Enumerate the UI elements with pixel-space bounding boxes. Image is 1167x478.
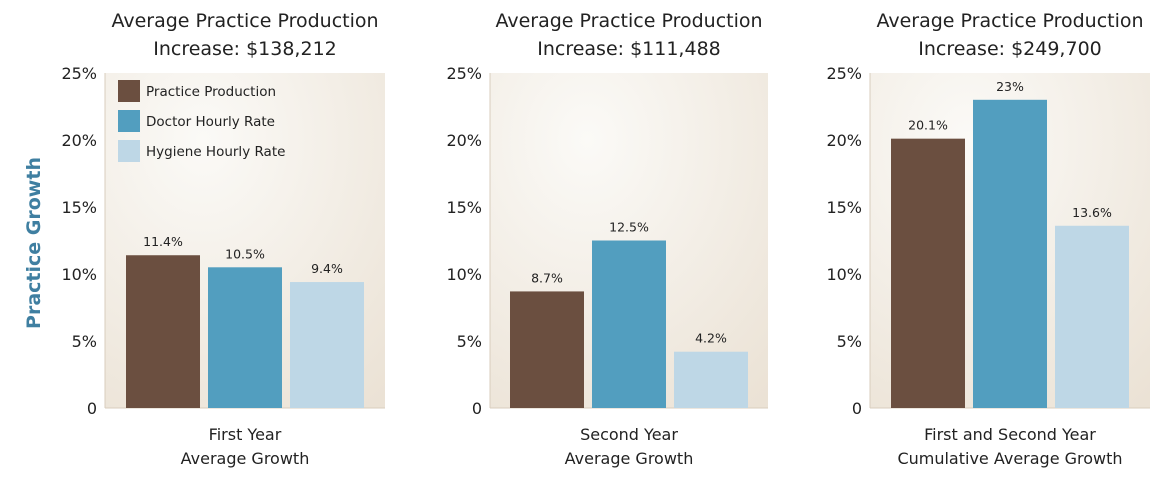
data-label: 13.6% <box>1072 205 1112 220</box>
x-category-label-line-2: Average Growth <box>181 449 310 468</box>
x-category-label-line-1: Second Year <box>580 425 678 444</box>
bar-hygiene-hourly-rate <box>290 282 364 408</box>
y-tick-label: 10% <box>446 265 482 284</box>
legend: Practice Production Doctor Hourly Rate Hyg… <box>118 80 285 162</box>
chart-title-line-1: Average Practice Production <box>111 10 378 32</box>
legend-label: Doctor Hourly Rate <box>146 114 275 130</box>
y-axis-label: Practice Growth <box>23 157 45 329</box>
x-category-label-line-2: Average Growth <box>565 449 694 468</box>
y-tick-label: 25% <box>446 64 482 83</box>
y-tick-label: 25% <box>61 64 97 83</box>
legend-label: Practice Production <box>146 84 276 100</box>
data-label: 10.5% <box>225 246 265 261</box>
chart-title-line-2: Increase: $138,212 <box>153 38 337 60</box>
chart-title-line-2: Increase: $249,700 <box>918 38 1102 60</box>
y-tick-label: 10% <box>61 265 97 284</box>
legend-label: Hygiene Hourly Rate <box>146 144 285 160</box>
x-category-label-line-1: First Year <box>209 425 282 444</box>
data-label: 23% <box>996 79 1024 94</box>
data-label: 4.2% <box>695 331 727 346</box>
bar-hygiene-hourly-rate <box>674 351 748 408</box>
chart-title-line-1: Average Practice Production <box>876 10 1143 32</box>
y-tick-label: 15% <box>446 198 482 217</box>
y-tick-label: 15% <box>61 198 97 217</box>
bar-practice-production <box>510 291 584 408</box>
x-category-label-line-1: First and Second Year <box>924 425 1096 444</box>
chart-panel-2: Average Practice Production Increase: $11… <box>446 10 768 468</box>
bar-practice-production <box>891 138 965 408</box>
bar-practice-production <box>126 255 200 408</box>
data-label: 20.1% <box>908 118 948 133</box>
bar-doctor-hourly-rate <box>592 240 666 408</box>
legend-swatch <box>118 80 140 102</box>
bar-hygiene-hourly-rate <box>1055 225 1129 408</box>
chart-panel-1: Average Practice Production Increase: $13… <box>61 10 385 468</box>
y-tick-label: 10% <box>826 265 862 284</box>
y-tick-label: 15% <box>826 198 862 217</box>
y-tick-label: 0 <box>852 399 862 418</box>
data-label: 8.7% <box>531 270 563 285</box>
data-label: 12.5% <box>609 220 649 235</box>
bar-doctor-hourly-rate <box>973 99 1047 409</box>
legend-swatch <box>118 140 140 162</box>
y-tick-label: 0 <box>472 399 482 418</box>
y-tick-label: 20% <box>61 131 97 150</box>
y-tick-label: 20% <box>446 131 482 150</box>
y-tick-label: 20% <box>826 131 862 150</box>
chart-panel-3: Average Practice Production Increase: $24… <box>826 10 1150 468</box>
x-category-label-line-2: Cumulative Average Growth <box>897 449 1122 468</box>
y-tick-label: 0 <box>87 399 97 418</box>
chart-title-line-1: Average Practice Production <box>495 10 762 32</box>
y-tick-label: 5% <box>457 332 482 351</box>
y-tick-label: 5% <box>72 332 97 351</box>
chart-title-line-2: Increase: $111,488 <box>537 38 721 60</box>
legend-swatch <box>118 110 140 132</box>
y-tick-label: 25% <box>826 64 862 83</box>
data-label: 11.4% <box>143 234 183 249</box>
bar-doctor-hourly-rate <box>208 267 282 408</box>
data-label: 9.4% <box>311 261 343 276</box>
y-tick-label: 5% <box>837 332 862 351</box>
